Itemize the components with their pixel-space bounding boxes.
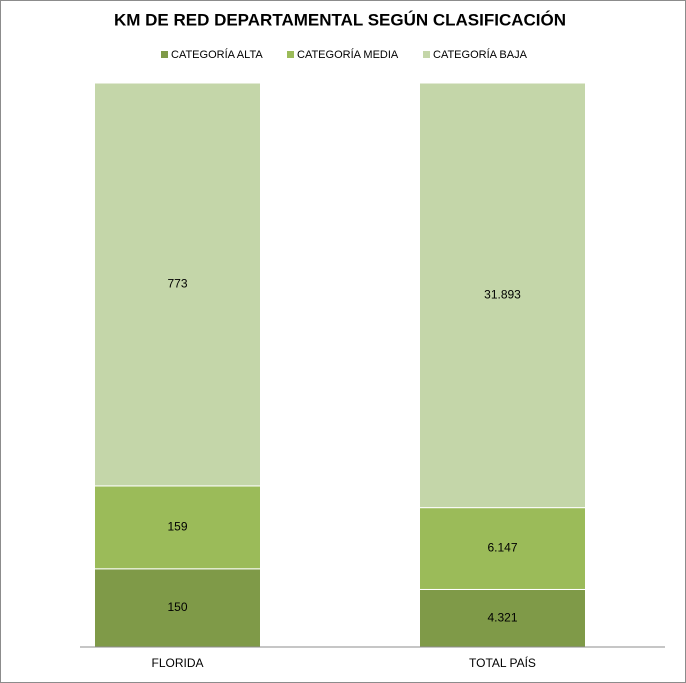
chart-title: KM DE RED DEPARTAMENTAL SEGÚN CLASIFICAC… xyxy=(114,10,566,29)
data-label: 6.147 xyxy=(487,541,517,555)
bar-segment xyxy=(419,507,586,590)
data-label: 31.893 xyxy=(484,287,521,301)
data-label: 4.321 xyxy=(487,610,517,624)
legend-label: CATEGORÍA MEDIA xyxy=(297,48,399,61)
bar-segment xyxy=(419,82,586,509)
bar-segment xyxy=(94,82,261,487)
bar-segment xyxy=(94,568,261,648)
legend-marker xyxy=(287,51,294,58)
data-label: 159 xyxy=(167,520,187,534)
x-tick-label: TOTAL PAÍS xyxy=(469,655,536,670)
x-tick-label: FLORIDA xyxy=(151,656,203,670)
legend-marker xyxy=(161,51,168,58)
legend-marker xyxy=(423,51,430,58)
data-label: 773 xyxy=(167,277,187,291)
legend-label: CATEGORÍA BAJA xyxy=(433,48,528,61)
data-label: 150 xyxy=(167,600,187,614)
bar-segment xyxy=(419,588,586,648)
legend-label: CATEGORÍA ALTA xyxy=(171,48,263,61)
